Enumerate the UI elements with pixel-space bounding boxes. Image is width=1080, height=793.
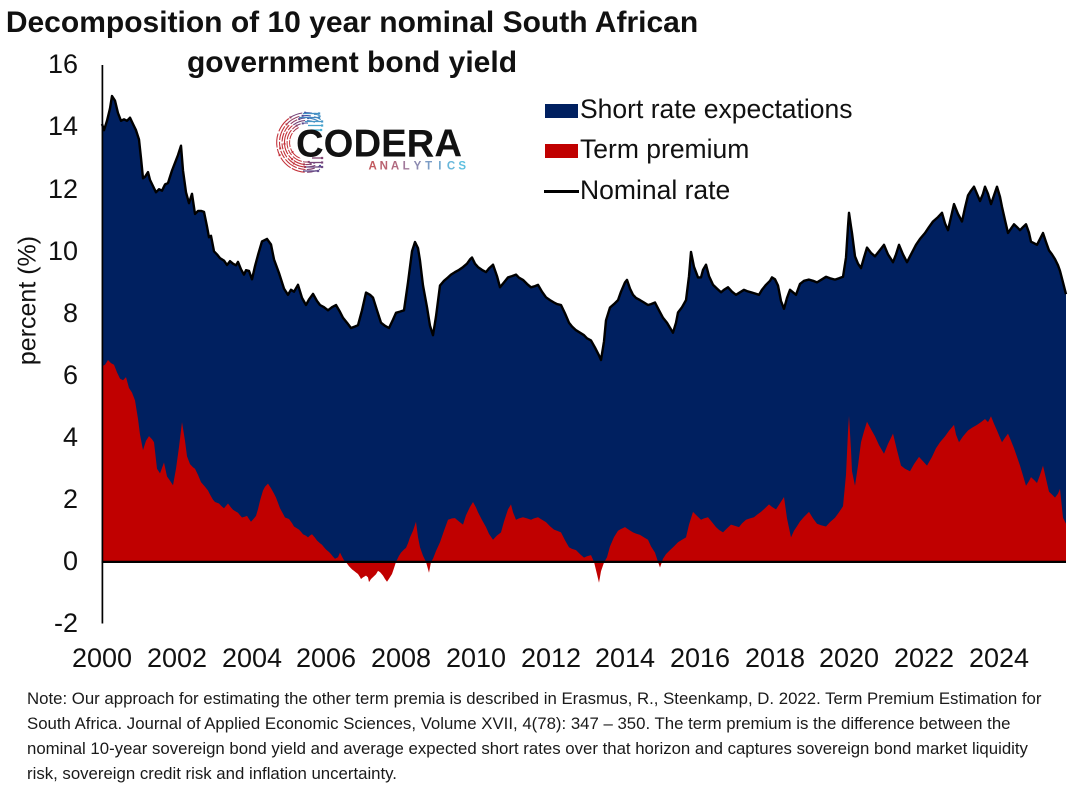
svg-text:I: I xyxy=(438,161,441,173)
svg-text:Y: Y xyxy=(414,161,422,173)
svg-text:A: A xyxy=(391,161,399,173)
svg-text:L: L xyxy=(403,161,410,173)
svg-text:N: N xyxy=(380,161,388,173)
svg-text:A: A xyxy=(368,161,376,173)
svg-text:T: T xyxy=(425,161,432,173)
svg-text:C: C xyxy=(447,161,455,173)
svg-text:CODERA: CODERA xyxy=(296,123,462,166)
svg-text:S: S xyxy=(458,161,466,173)
